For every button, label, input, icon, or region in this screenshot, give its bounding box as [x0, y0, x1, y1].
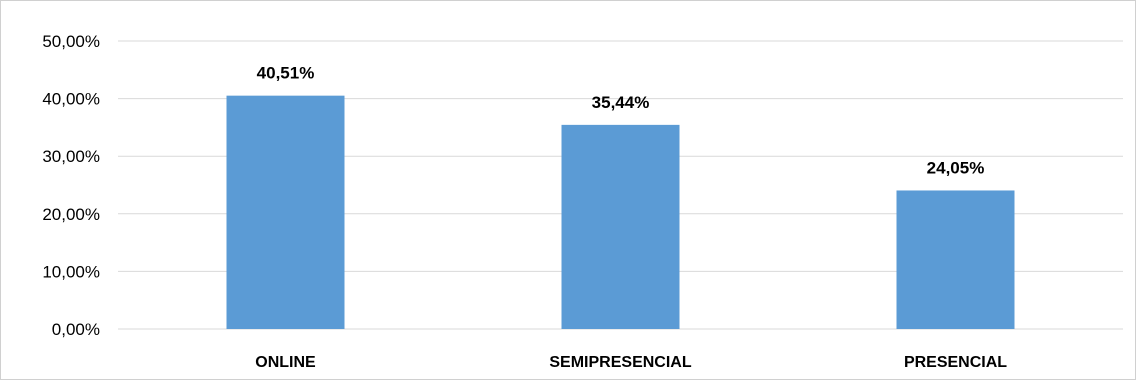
y-tick-label: 10,00%	[42, 262, 100, 281]
y-tick-label: 30,00%	[42, 147, 100, 166]
data-label: 24,05%	[927, 158, 985, 177]
y-tick-label: 40,00%	[42, 90, 100, 109]
data-label: 40,51%	[257, 64, 315, 83]
bars	[226, 95, 1015, 329]
x-axis-categories: ONLINE SEMIPRESENCIAL PRESENCIAL	[255, 354, 1007, 371]
x-category-label: PRESENCIAL	[904, 354, 1007, 371]
bar	[896, 190, 1015, 329]
x-category-label: ONLINE	[255, 354, 316, 371]
y-tick-label: 50,00%	[42, 32, 100, 51]
bar	[226, 95, 345, 329]
y-tick-label: 0,00%	[52, 320, 100, 339]
y-axis-ticks: 0,00% 10,00% 20,00% 30,00% 40,00% 50,00%	[42, 32, 100, 339]
data-labels: 40,51% 35,44% 24,05%	[257, 64, 985, 178]
data-label: 35,44%	[592, 93, 650, 112]
bar	[561, 124, 680, 329]
x-category-label: SEMIPRESENCIAL	[549, 354, 691, 371]
y-tick-label: 20,00%	[42, 205, 100, 224]
